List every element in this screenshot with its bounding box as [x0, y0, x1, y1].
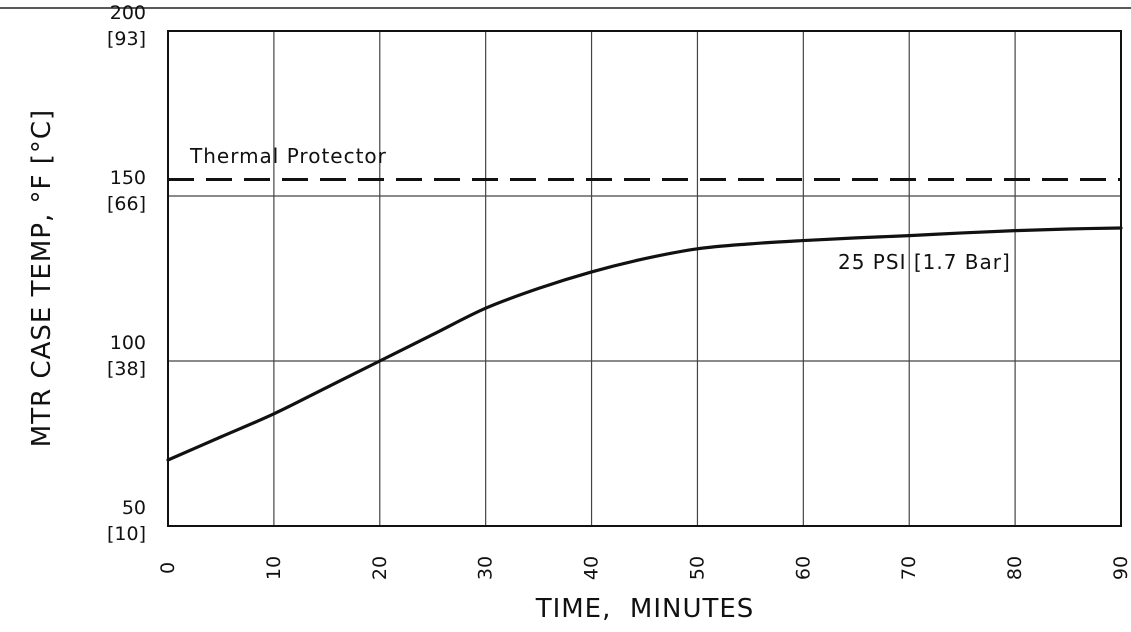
y-tick-label-c-200: [93]: [107, 28, 146, 50]
y-tick-label-c-50: [10]: [107, 523, 146, 545]
x-tick-label-0: 0: [157, 562, 179, 574]
series-label-25-psi: 25 PSI [1.7 Bar]: [838, 250, 1011, 274]
y-axis-title: MTR CASE TEMP, °F [°C]: [27, 109, 57, 447]
plot-frame: [167, 30, 1122, 527]
x-tick-label-20: 20: [369, 556, 391, 580]
thermal-protector-label: Thermal Protector: [189, 144, 387, 168]
y-tick-label-f-150: 150: [110, 167, 146, 189]
y-tick-label-f-100: 100: [110, 332, 146, 354]
y-tick-label-c-150: [66]: [107, 193, 146, 215]
x-tick-label-60: 60: [792, 556, 814, 580]
grid-lines: [168, 31, 1121, 526]
y-tick-label-f-200: 200: [110, 2, 146, 24]
x-tick-label-40: 40: [581, 556, 603, 580]
x-tick-label-90: 90: [1110, 556, 1131, 580]
y-tick-label-f-50: 50: [122, 497, 146, 519]
series-line-25-psi: [166, 226, 1123, 462]
y-tick-label-c-100: [38]: [107, 358, 146, 380]
y-tick-labels: 50 [10] 100 [38] 150 [66] 200 [93]: [107, 2, 146, 545]
x-axis-title: TIME, MINUTES: [535, 594, 755, 624]
x-tick-label-10: 10: [263, 556, 285, 580]
x-tick-label-70: 70: [898, 556, 920, 580]
x-tick-label-50: 50: [686, 556, 708, 580]
x-tick-labels: 0 10 20 30 40 50 60 70 80 90: [157, 556, 1131, 580]
x-tick-label-30: 30: [475, 556, 497, 580]
x-tick-label-80: 80: [1004, 556, 1026, 580]
